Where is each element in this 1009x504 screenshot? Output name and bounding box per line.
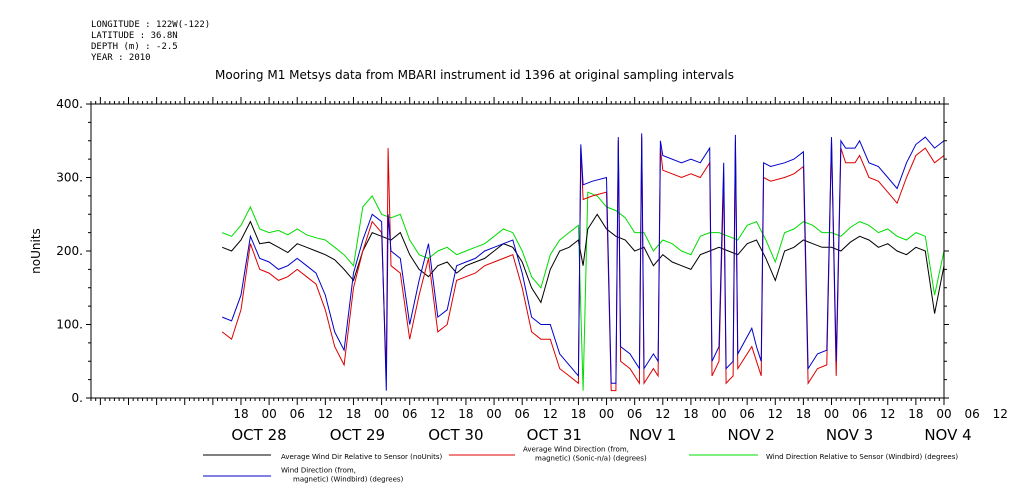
x-tick-label: 06 xyxy=(740,407,755,421)
x-tick-label: 06 xyxy=(515,407,530,421)
series-line-1 xyxy=(222,213,944,314)
x-tick-label: 12 xyxy=(543,407,558,421)
x-tick-label: 12 xyxy=(318,407,333,421)
x-tick-label: 12 xyxy=(655,407,670,421)
x-date-label: NOV 2 xyxy=(727,426,774,444)
legend-label: Average Wind Dir Relative to Sensor (noU… xyxy=(281,453,442,461)
legend-label: magnetic) (Windbird) (degrees) xyxy=(293,476,404,484)
x-tick-label: 18 xyxy=(458,407,473,421)
plot-frame xyxy=(90,103,945,399)
x-tick-label: 00 xyxy=(824,407,839,421)
x-tick-label: 12 xyxy=(430,407,445,421)
legend-label: magnetic) (Sonic-n/a) (degrees) xyxy=(535,455,647,463)
x-tick-label: 18 xyxy=(908,407,923,421)
y-tick-label: 0. xyxy=(72,391,83,405)
legend-label: Average Wind Direction (from, xyxy=(523,446,629,454)
x-date-label: OCT 28 xyxy=(231,426,286,444)
x-tick-label: 06 xyxy=(290,407,305,421)
y-tick-label: 300. xyxy=(56,171,83,185)
latitude-text: LATITUDE : 36.8N xyxy=(91,31,178,41)
x-date-label: NOV 4 xyxy=(924,426,971,444)
y-tick-label: 200. xyxy=(56,244,83,258)
longitude-text: LONGITUDE : 122W(-122) xyxy=(91,20,211,30)
x-tick-label: 18 xyxy=(571,407,586,421)
x-tick-label: 00 xyxy=(486,407,501,421)
x-date-label: OCT 31 xyxy=(527,426,582,444)
x-tick-label: 12 xyxy=(993,407,1008,421)
x-tick-label: 18 xyxy=(346,407,361,421)
x-tick-label: 00 xyxy=(711,407,726,421)
y-tick-label: 100. xyxy=(56,318,83,332)
series-line-3 xyxy=(222,191,944,391)
x-tick-label: 18 xyxy=(796,407,811,421)
chart-title: Mooring M1 Metsys data from MBARI instru… xyxy=(215,68,734,82)
x-tick-label: 00 xyxy=(936,407,951,421)
year-text: YEAR : 2010 xyxy=(91,53,151,63)
y-tick-label: 400. xyxy=(56,97,83,111)
x-tick-label: 00 xyxy=(599,407,614,421)
x-date-label: OCT 30 xyxy=(428,426,483,444)
x-date-label: NOV 3 xyxy=(826,426,873,444)
x-tick-label: 06 xyxy=(964,407,979,421)
x-tick-label: 00 xyxy=(374,407,389,421)
x-tick-label: 18 xyxy=(683,407,698,421)
x-tick-label: 12 xyxy=(768,407,783,421)
series-line-4 xyxy=(222,133,944,391)
x-date-label: NOV 1 xyxy=(629,426,676,444)
x-tick-label: 00 xyxy=(261,407,276,421)
x-tick-label: 18 xyxy=(233,407,248,421)
x-tick-label: 12 xyxy=(880,407,895,421)
x-tick-label: 06 xyxy=(627,407,642,421)
metadata-block: LONGITUDE : 122W(-122) LATITUDE : 36.8N … xyxy=(91,20,210,64)
y-axis-label: noUnits xyxy=(29,228,43,274)
x-tick-label: 06 xyxy=(402,407,417,421)
legend-label: Wind Direction Relative to Sensor (Windb… xyxy=(766,453,958,461)
x-date-label: OCT 29 xyxy=(330,426,385,444)
legend-label: Wind Direction (from, xyxy=(281,467,356,475)
x-tick-label: 06 xyxy=(852,407,867,421)
depth-text: DEPTH (m) : -2.5 xyxy=(91,42,178,52)
